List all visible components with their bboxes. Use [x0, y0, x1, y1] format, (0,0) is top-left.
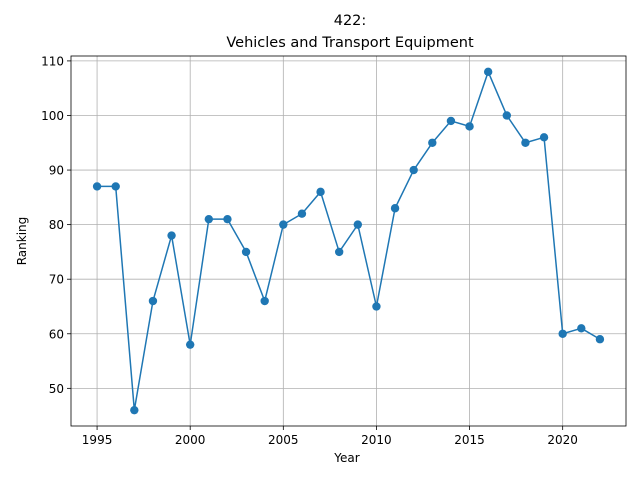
data-point-2013: [428, 138, 437, 147]
data-point-1999: [167, 231, 176, 240]
data-point-2009: [353, 220, 363, 229]
x-tick-label-5: 2020: [547, 433, 578, 447]
x-tick-label-2: 2005: [268, 433, 299, 447]
data-point-1997: [130, 405, 139, 415]
y-tick-label-6: 110: [41, 54, 64, 68]
data-point-1995: [92, 182, 102, 191]
data-point-2021: [577, 324, 586, 333]
data-point-1996: [111, 182, 120, 191]
chart-title-line1: 422:: [334, 13, 367, 29]
data-point-2001: [204, 214, 214, 224]
data-point-2000: [185, 340, 195, 349]
data-point-2016: [483, 67, 493, 77]
data-point-2006: [297, 209, 307, 218]
x-axis-label: Year: [333, 451, 359, 465]
data-point-2005: [279, 220, 288, 229]
chart-title-line2: Vehicles and Transport Equipment: [226, 35, 474, 51]
x-tick-label-3: 2010: [361, 433, 392, 447]
x-tick-label-1: 2000: [175, 433, 206, 447]
data-point-2010: [372, 302, 381, 311]
data-point-2019: [539, 133, 549, 142]
x-tick-label-4: 2015: [454, 433, 485, 447]
plot-frame: [70, 55, 627, 427]
data-point-2022: [595, 335, 605, 344]
data-point-2012: [409, 165, 418, 175]
y-tick-label-0: 50: [49, 382, 64, 396]
data-point-2015: [465, 122, 474, 131]
y-axis: 50 60 70 80 90 100 110: [41, 54, 71, 396]
data-point-2007: [316, 187, 325, 197]
data-point-2020: [558, 329, 567, 338]
grid-lines: [71, 56, 626, 426]
data-point-2014: [446, 116, 456, 126]
data-point-2003: [241, 247, 251, 257]
series-ranking: [92, 67, 605, 415]
y-axis-label: Ranking: [15, 217, 29, 266]
data-point-2008: [334, 247, 344, 257]
y-tick-label-3: 80: [49, 218, 64, 232]
x-tick-label-0: 1995: [82, 433, 113, 447]
y-tick-label-2: 70: [49, 273, 64, 287]
x-axis: 1995 2000 2005 2010 2015 2020: [82, 426, 578, 447]
y-tick-label-5: 100: [41, 109, 64, 123]
data-point-1998: [148, 296, 158, 306]
data-point-2018: [521, 138, 530, 147]
data-point-2002: [223, 214, 232, 224]
series-line: [97, 71, 601, 411]
y-tick-label-4: 90: [49, 164, 64, 178]
y-tick-label-1: 60: [49, 327, 64, 341]
data-point-2017: [502, 111, 512, 120]
data-point-2011: [390, 204, 400, 213]
data-point-2004: [260, 296, 269, 306]
